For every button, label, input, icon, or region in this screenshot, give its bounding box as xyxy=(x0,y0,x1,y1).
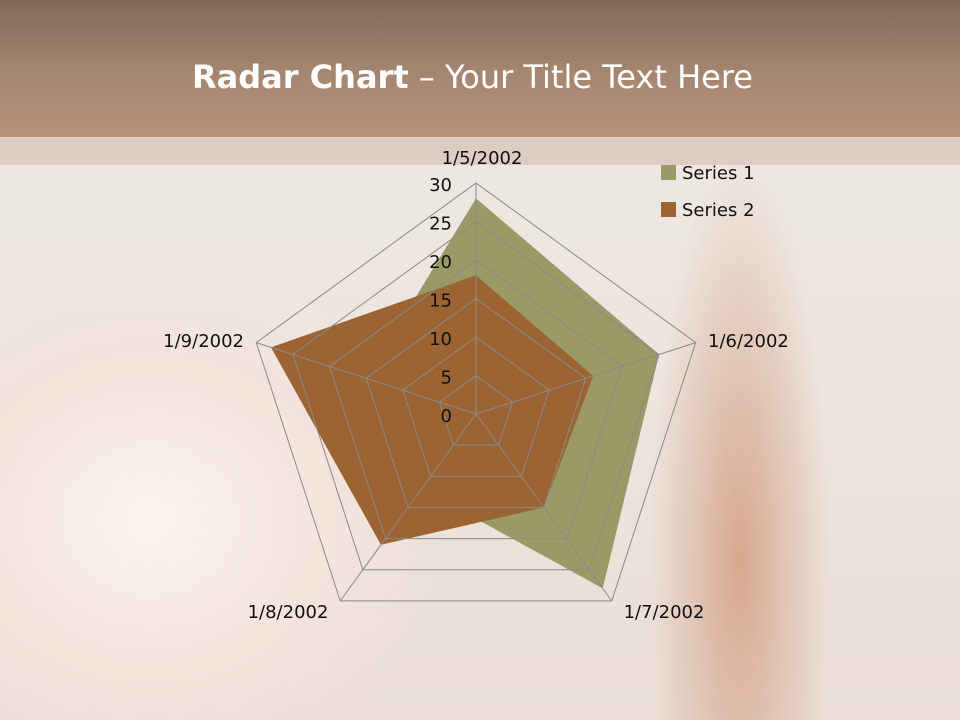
grid-ring xyxy=(402,336,550,477)
radial-tick-label: 20 xyxy=(429,252,452,273)
category-label: 1/8/2002 xyxy=(248,602,329,623)
radial-tick-label: 10 xyxy=(429,329,452,350)
title-strip xyxy=(0,137,960,165)
grid-ring xyxy=(292,220,660,571)
title-rest: – Your Title Text Here xyxy=(408,58,753,96)
slide-title: Radar Chart – Your Title Text Here xyxy=(0,58,945,96)
axis-spoke xyxy=(256,342,477,415)
legend-swatch-2 xyxy=(661,202,676,217)
grid-ring xyxy=(438,374,514,446)
radial-tick-label: 25 xyxy=(429,214,452,235)
category-label: 1/9/2002 xyxy=(163,331,244,352)
category-label: 1/7/2002 xyxy=(624,602,705,623)
category-label: 1/5/2002 xyxy=(442,148,523,169)
radial-tick-label: 0 xyxy=(441,406,452,427)
grid-ring xyxy=(328,259,624,540)
grid-ring xyxy=(365,297,587,508)
title-bar xyxy=(0,0,960,137)
axis-spoke xyxy=(475,342,696,415)
grid-ring xyxy=(255,182,697,602)
title-bold: Radar Chart xyxy=(192,58,409,96)
radial-tick-label: 15 xyxy=(429,291,452,312)
radial-tick-label: 30 xyxy=(429,175,452,196)
legend-label-1: Series 1 xyxy=(682,163,755,184)
legend-swatch-1 xyxy=(661,165,676,180)
category-label: 1/6/2002 xyxy=(708,331,789,352)
legend-label-2: Series 2 xyxy=(682,200,755,221)
radial-tick-label: 5 xyxy=(441,368,452,389)
axis-spoke xyxy=(475,413,613,602)
axis-spoke xyxy=(339,413,477,602)
series-area-2 xyxy=(270,275,594,545)
